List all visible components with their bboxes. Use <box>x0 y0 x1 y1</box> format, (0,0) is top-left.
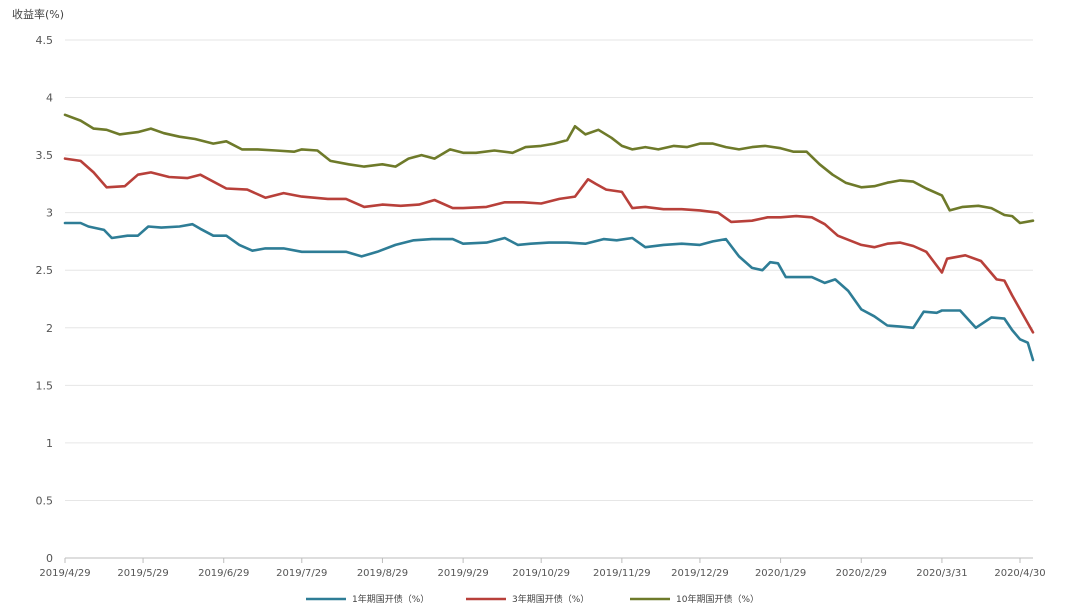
series-line-1 <box>63 221 1035 362</box>
y-tick-label: 2 <box>46 322 53 335</box>
x-tick-label: 2020/1/29 <box>755 568 806 579</box>
x-tick-label: 2019/11/29 <box>593 568 651 579</box>
legend-label-2: 3年期国开债（%） <box>512 593 589 605</box>
x-tick-label: 2019/4/29 <box>39 568 90 579</box>
y-tick-label: 3 <box>46 207 53 220</box>
x-tick-label: 2019/9/29 <box>437 568 488 579</box>
series-line-2 <box>63 157 1035 334</box>
series-line-3 <box>63 113 1035 225</box>
x-tick-label: 2019/8/29 <box>357 568 408 579</box>
y-tick-label: 0.5 <box>36 494 54 507</box>
y-tick-label: 3.5 <box>36 149 54 162</box>
x-tick-label: 2019/10/29 <box>512 568 570 579</box>
y-tick-label: 1.5 <box>36 379 54 392</box>
legend-label-1: 1年期国开债（%） <box>352 593 429 605</box>
y-tick-label: 4.5 <box>36 34 54 47</box>
y-tick-label: 0 <box>46 552 53 565</box>
y-tick-label: 4 <box>46 92 53 105</box>
x-tick-label: 2019/12/29 <box>671 568 729 579</box>
x-tick-label: 2020/3/31 <box>916 568 967 579</box>
y-axis-label: 收益率(%) <box>12 8 65 21</box>
x-tick-label: 2019/5/29 <box>117 568 168 579</box>
y-tick-label: 2.5 <box>36 264 54 277</box>
x-tick-label: 2019/7/29 <box>276 568 327 579</box>
x-tick-label: 2019/6/29 <box>198 568 249 579</box>
y-tick-label: 1 <box>46 437 53 450</box>
x-tick-label: 2020/2/29 <box>836 568 887 579</box>
legend-label-3: 10年期国开债（%） <box>676 593 759 605</box>
x-tick-label: 2020/4/30 <box>994 568 1045 579</box>
